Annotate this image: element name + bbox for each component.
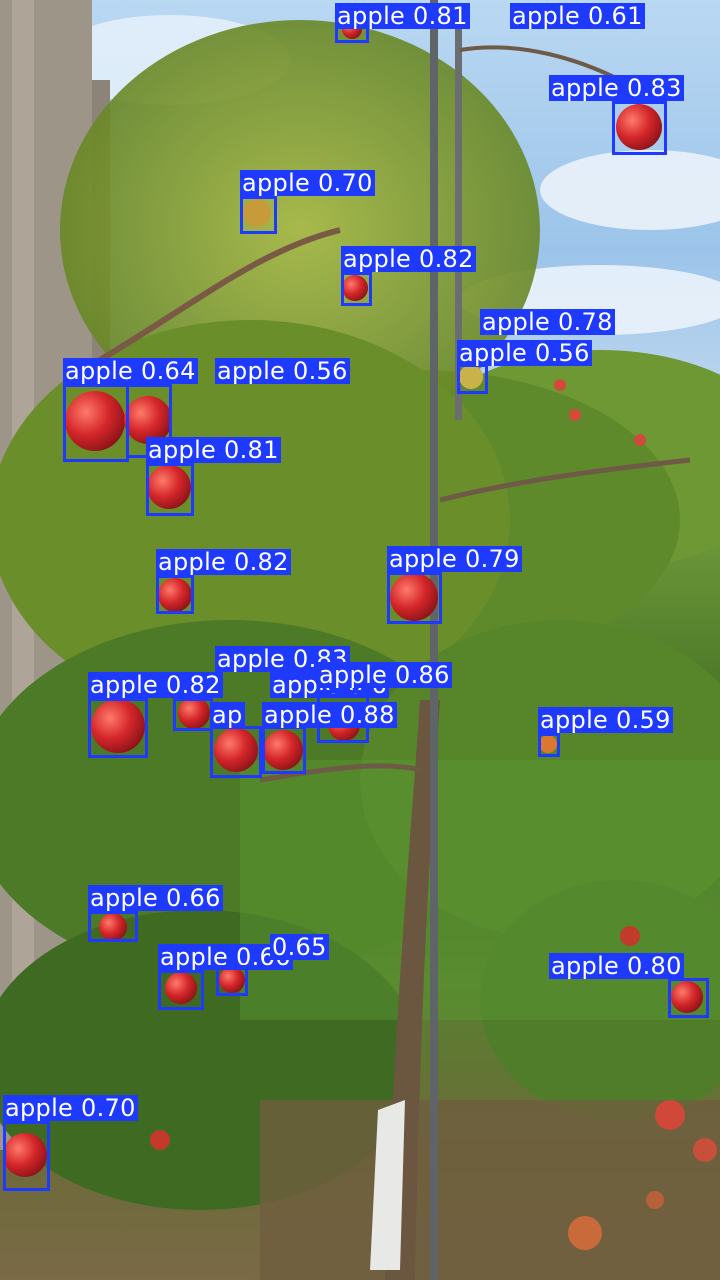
bounding-box bbox=[156, 575, 194, 614]
bounding-box bbox=[63, 384, 129, 462]
detection-score: 0.78 bbox=[550, 308, 613, 336]
detection-label: apple 0.70 bbox=[3, 1095, 138, 1121]
detection-label: apple 0.83 bbox=[549, 75, 684, 101]
detection-label: apple 0.56 bbox=[215, 358, 350, 384]
detection-class: apple bbox=[264, 701, 333, 729]
detection-score: 0.81 bbox=[216, 436, 279, 464]
detection-class: apple bbox=[459, 339, 528, 367]
bounding-box bbox=[173, 698, 213, 731]
detection-score: 0.82 bbox=[411, 245, 474, 273]
detection-score: 0.83 bbox=[619, 74, 682, 102]
detection-label: ap bbox=[210, 702, 245, 728]
detection-score: 0.81 bbox=[405, 2, 468, 30]
detection-score: 0.66 bbox=[158, 884, 221, 912]
bounding-box bbox=[240, 196, 277, 234]
detection-label: apple 0.66 bbox=[88, 885, 223, 911]
bounding-box bbox=[262, 726, 306, 774]
detection-label: apple 0.81 bbox=[335, 3, 470, 29]
detection-label: apple 0.59 bbox=[538, 707, 673, 733]
detection-class: apple bbox=[158, 548, 227, 576]
detection-label: apple 0.88 bbox=[262, 702, 397, 728]
detection-class: apple bbox=[319, 661, 388, 689]
detection-score: 0.82 bbox=[226, 548, 289, 576]
detection-label: apple 0.79 bbox=[387, 546, 522, 572]
bounding-box bbox=[612, 101, 667, 155]
detection-label: 0.65 bbox=[270, 934, 329, 960]
detection-score: 0.70 bbox=[73, 1094, 136, 1122]
detection-class: apple bbox=[551, 952, 620, 980]
detection-class: apple bbox=[90, 884, 159, 912]
detection-score: 0.61 bbox=[580, 2, 643, 30]
detection-label: apple 0.82 bbox=[156, 549, 291, 575]
detection-score: 0.80 bbox=[619, 952, 682, 980]
detection-score: 0.65 bbox=[272, 933, 327, 961]
detection-label: apple 0.80 bbox=[549, 953, 684, 979]
detection-label: apple 0.61 bbox=[510, 3, 645, 29]
detection-class: apple bbox=[5, 1094, 74, 1122]
detection-score: 0.56 bbox=[285, 357, 348, 385]
bounding-box bbox=[210, 726, 262, 778]
detection-class: apple bbox=[482, 308, 551, 336]
detection-class: apple bbox=[90, 671, 159, 699]
detection-class: apple bbox=[148, 436, 217, 464]
detection-score: 0.82 bbox=[158, 671, 221, 699]
detection-class: apple bbox=[389, 545, 458, 573]
detection-score: 0.56 bbox=[527, 339, 590, 367]
detection-label: apple 0.56 bbox=[457, 340, 592, 366]
detection-class: apple bbox=[551, 74, 620, 102]
detection-class: apple bbox=[217, 645, 286, 673]
bounding-box bbox=[668, 978, 709, 1018]
detection-class: apple bbox=[540, 706, 609, 734]
detection-class: ap bbox=[212, 701, 243, 729]
detection-label: apple 0.70 bbox=[240, 170, 375, 196]
detection-class: apple bbox=[217, 357, 286, 385]
bounding-box bbox=[341, 272, 372, 306]
bounding-box bbox=[457, 364, 488, 394]
bounding-box bbox=[88, 698, 148, 758]
bounding-box bbox=[88, 911, 138, 942]
detection-label: apple 0.81 bbox=[146, 437, 281, 463]
detection-class: apple bbox=[337, 2, 406, 30]
detection-score: 0.64 bbox=[133, 357, 196, 385]
detection-label: apple 0.82 bbox=[88, 672, 223, 698]
detection-class: apple bbox=[242, 169, 311, 197]
detection-class: apple bbox=[65, 357, 134, 385]
detection-score: 0.70 bbox=[310, 169, 373, 197]
detection-class: apple bbox=[343, 245, 412, 273]
bounding-box bbox=[216, 965, 248, 996]
bounding-box bbox=[538, 733, 560, 757]
detection-label: apple 0.78 bbox=[480, 309, 615, 335]
detection-score: 0.79 bbox=[457, 545, 520, 573]
detection-score: 0.86 bbox=[387, 661, 450, 689]
detection-label: apple 0.64 bbox=[63, 358, 198, 384]
bounding-box bbox=[146, 463, 194, 516]
detection-score: 0.59 bbox=[608, 706, 671, 734]
detection-label: apple 0.86 bbox=[317, 662, 452, 688]
bounding-box bbox=[387, 572, 442, 624]
bounding-box bbox=[158, 970, 204, 1010]
detection-class: apple bbox=[512, 2, 581, 30]
bounding-box bbox=[3, 1121, 50, 1191]
detection-score: 0.88 bbox=[332, 701, 395, 729]
detection-label: apple 0.82 bbox=[341, 246, 476, 272]
